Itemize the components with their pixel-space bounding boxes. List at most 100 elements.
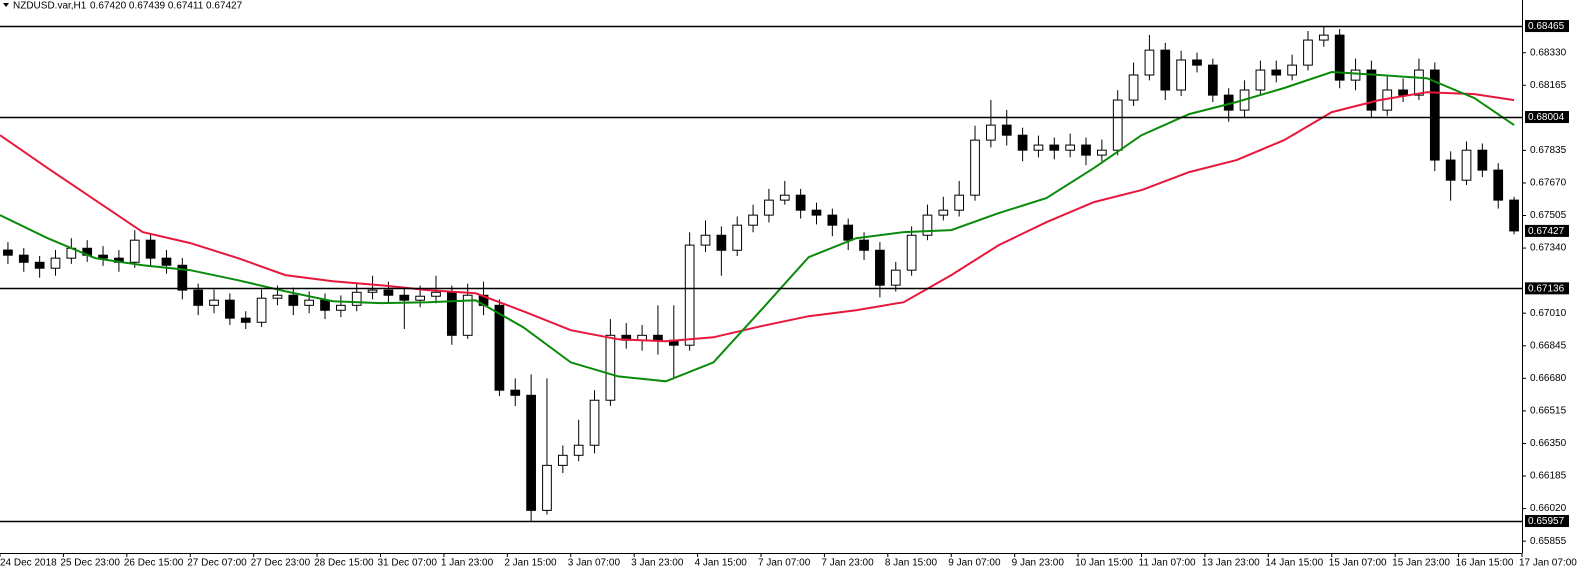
candle-body	[399, 294, 410, 301]
candle-body	[906, 234, 917, 271]
candle-body	[1081, 144, 1091, 156]
candle-body	[1001, 124, 1012, 136]
candle-body	[1112, 99, 1123, 151]
x-tick-label: 13 Jan 23:00	[1202, 558, 1260, 569]
candle-body	[1318, 34, 1329, 41]
candle-body	[193, 289, 204, 306]
candle-body	[225, 299, 235, 319]
x-tick-label: 9 Jan 23:00	[1012, 558, 1065, 569]
x-tick-label: 24 Dec 2018	[0, 558, 57, 569]
x-tick-label: 27 Dec 07:00	[187, 558, 247, 569]
x-tick-label: 7 Jan 23:00	[821, 558, 874, 569]
x-tick-label: 3 Jan 23:00	[631, 558, 684, 569]
y-tick-label: 0.66845	[1530, 340, 1567, 351]
x-tick-label: 27 Dec 23:00	[251, 558, 311, 569]
candle-body	[986, 124, 996, 141]
candle-body	[3, 249, 13, 256]
candle-body	[684, 244, 695, 346]
candle-body	[1176, 59, 1186, 91]
x-tick-label: 17 Jan 07:00	[1519, 558, 1577, 569]
candle-body	[494, 304, 505, 391]
candle-body	[1414, 69, 1424, 96]
candle-body	[288, 294, 299, 306]
candle-body	[827, 214, 838, 226]
y-tick-label: 0.65855	[1530, 536, 1567, 547]
candle-body	[716, 234, 727, 251]
y-tick-label: 0.66020	[1530, 503, 1567, 514]
x-tick-label: 25 Dec 23:00	[60, 558, 120, 569]
candle-body	[605, 334, 616, 401]
candle-body	[764, 199, 774, 216]
candle-body	[383, 289, 394, 296]
candle-body	[320, 299, 330, 311]
candle-body	[1192, 59, 1202, 66]
candle-body	[589, 399, 600, 446]
candle-body	[843, 224, 854, 241]
candle-body	[98, 254, 108, 259]
candle-body	[177, 264, 188, 291]
candle-body	[1255, 69, 1266, 91]
level-box	[1525, 515, 1569, 528]
candle-body	[970, 139, 980, 196]
level-label: 0.68004	[1528, 112, 1565, 123]
x-tick-label: 15 Jan 23:00	[1392, 558, 1450, 569]
x-tick-label: 16 Jan 15:00	[1456, 558, 1514, 569]
candle-body	[1207, 64, 1218, 96]
candle-body	[922, 214, 933, 236]
current-price-box	[1525, 224, 1569, 237]
candle-body	[1017, 134, 1028, 151]
x-tick-label: 10 Jan 15:00	[1075, 558, 1133, 569]
candle-body	[890, 269, 901, 286]
chart-title: NZDUSD.var,H1	[13, 1, 87, 12]
candle-body	[795, 194, 806, 211]
moving-average	[0, 70, 1515, 383]
x-tick-label: 3 Jan 07:00	[568, 558, 621, 569]
y-tick-label: 0.67670	[1530, 178, 1567, 189]
y-tick-label: 0.67835	[1530, 145, 1567, 156]
y-tick-label: 0.67505	[1530, 210, 1567, 221]
x-tick-label: 4 Jan 15:00	[695, 558, 748, 569]
candle-body	[1049, 144, 1060, 151]
candle-body	[209, 299, 219, 306]
candle-body	[1509, 199, 1519, 232]
x-tick-label: 8 Jan 15:00	[885, 558, 938, 569]
candle-body	[161, 257, 172, 266]
candle-body	[1033, 144, 1044, 151]
candle-body	[129, 239, 140, 263]
candle-body	[1429, 69, 1440, 161]
y-tick-label: 0.66680	[1530, 373, 1567, 384]
candle-body	[256, 297, 267, 323]
y-tick-label: 0.66350	[1530, 438, 1567, 449]
y-tick-label: 0.67010	[1530, 308, 1567, 319]
candle-body	[557, 454, 568, 466]
current-price-label: 0.67427	[1528, 226, 1565, 237]
candle-body	[18, 254, 29, 263]
candle-body	[1128, 74, 1139, 101]
x-tick-label: 31 Dec 07:00	[378, 558, 438, 569]
x-tick-label: 11 Jan 07:00	[1139, 558, 1197, 569]
level-box	[1525, 20, 1569, 33]
level-box	[1525, 282, 1569, 295]
candle-body	[415, 295, 425, 301]
x-tick-label: 14 Jan 15:00	[1265, 558, 1323, 569]
candle-body	[1271, 69, 1282, 76]
candle-body	[653, 334, 663, 341]
candle-body	[732, 224, 743, 251]
candle-body	[1303, 39, 1313, 66]
candle-body	[1097, 149, 1107, 156]
candle-body	[272, 294, 283, 299]
candle-body	[351, 291, 362, 306]
candle-body	[526, 394, 536, 511]
y-tick-label: 0.68165	[1530, 80, 1567, 91]
moving-average	[0, 91, 1515, 343]
y-tick-label: 0.68330	[1530, 47, 1567, 58]
candle-body	[542, 464, 552, 511]
candle-body	[510, 389, 521, 396]
candle-body	[859, 239, 869, 251]
candle-body	[367, 289, 378, 293]
level-label: 0.65957	[1528, 516, 1565, 527]
candle-body	[748, 214, 758, 226]
x-tick-label: 26 Dec 15:00	[124, 558, 184, 569]
